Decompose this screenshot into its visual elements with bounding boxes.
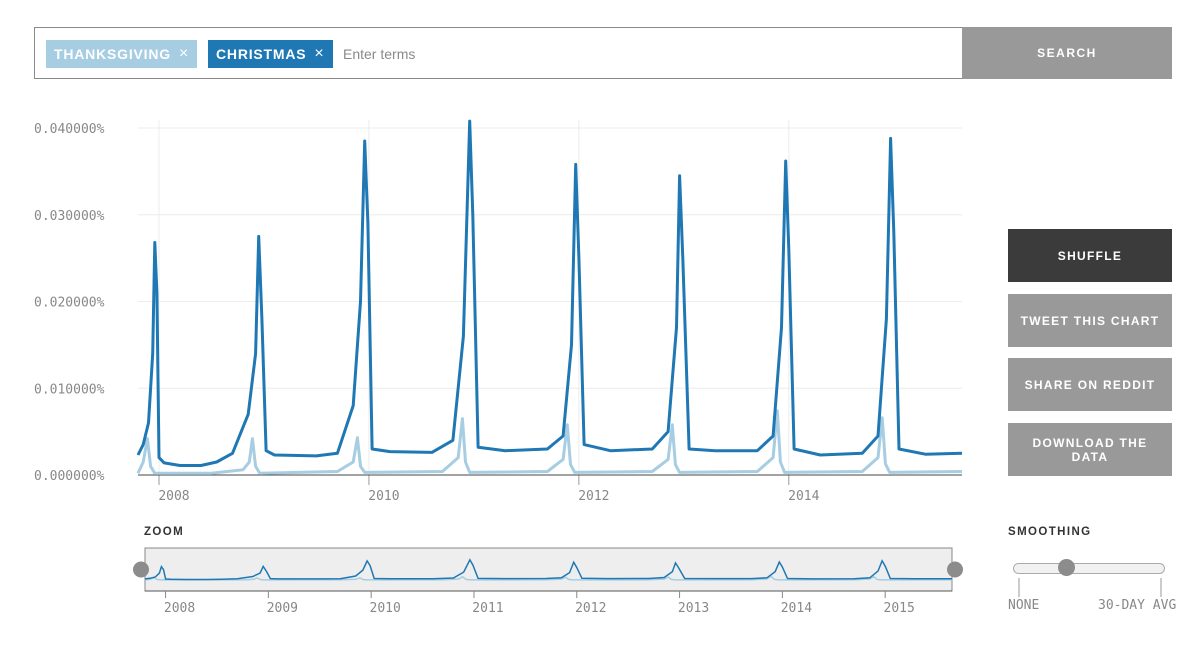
series-line-thanksgiving (136, 409, 963, 475)
zoom-right-handle (947, 561, 963, 578)
zoom-tick-label: 2009 (267, 601, 298, 616)
zoom-x-axis: 2008 2009 2010 2011 2012 2013 2014 2015 (164, 591, 915, 616)
series-line-christmas (136, 119, 963, 467)
zoom-series-christmas (144, 558, 952, 581)
x-tick-label: 2012 (578, 489, 609, 504)
zoom-window (144, 547, 953, 592)
y-tick-label: 0.010000% (34, 382, 105, 397)
series-lines (136, 119, 963, 475)
remove-tag-icon[interactable]: × (314, 45, 325, 62)
zoom-tick-label: 2010 (370, 601, 401, 616)
x-tick-label: 2008 (158, 489, 189, 504)
zoom-series (144, 558, 953, 581)
y-tick-label: 0.040000% (34, 122, 105, 137)
zoom-left-handle (133, 561, 149, 578)
smoothing-min-label: NONE (1008, 598, 1040, 613)
tag-christmas[interactable]: CHRISTMAS × (208, 40, 333, 68)
smoothing-label: SMOOTHING (1008, 526, 1092, 538)
tag-label: CHRISTMAS (216, 46, 307, 62)
y-axis: 0.000000% 0.010000% 0.020000% 0.030000% 0.04… (34, 122, 105, 484)
zoom-tick-label: 2014 (781, 601, 812, 616)
x-tick-label: 2010 (368, 489, 399, 504)
remove-tag-icon[interactable]: × (178, 45, 190, 62)
y-tick-label: 0.030000% (34, 209, 105, 224)
zoom-tick-label: 2008 (164, 601, 195, 616)
x-tick-label: 2014 (788, 489, 819, 504)
search-input[interactable] (343, 40, 783, 68)
tweet-chart-button[interactable]: TWEET THIS CHART (1008, 294, 1172, 347)
zoom-tick-label: 2015 (884, 601, 915, 616)
smoothing-slider-track[interactable] (1013, 563, 1165, 574)
y-tick-label: 0.020000% (34, 296, 105, 311)
search-button[interactable]: SEARCH (962, 27, 1172, 79)
tag-thanksgiving[interactable]: THANKSGIVING × (46, 40, 198, 68)
zoom-tick-label: 2013 (678, 601, 709, 616)
smoothing-slider-handle[interactable] (1058, 559, 1076, 576)
share-reddit-button[interactable]: SHARE ON REDDIT (1008, 358, 1172, 411)
y-tick-label: 0.000000% (34, 469, 105, 484)
x-axis: 2008 2010 2012 2014 (138, 474, 962, 504)
zoom-label: ZOOM (144, 526, 185, 538)
zoom-series-thanksgiving (144, 575, 953, 581)
download-data-button[interactable]: DOWNLOAD THE DATA (1008, 423, 1172, 476)
smoothing-max-label: 30-DAY AVG (1098, 598, 1177, 613)
shuffle-button[interactable]: SHUFFLE (1008, 229, 1172, 282)
zoom-tick-label: 2011 (472, 601, 503, 616)
tag-label: THANKSGIVING (54, 46, 171, 62)
zoom-tick-label: 2012 (575, 601, 606, 616)
grid (138, 120, 962, 475)
